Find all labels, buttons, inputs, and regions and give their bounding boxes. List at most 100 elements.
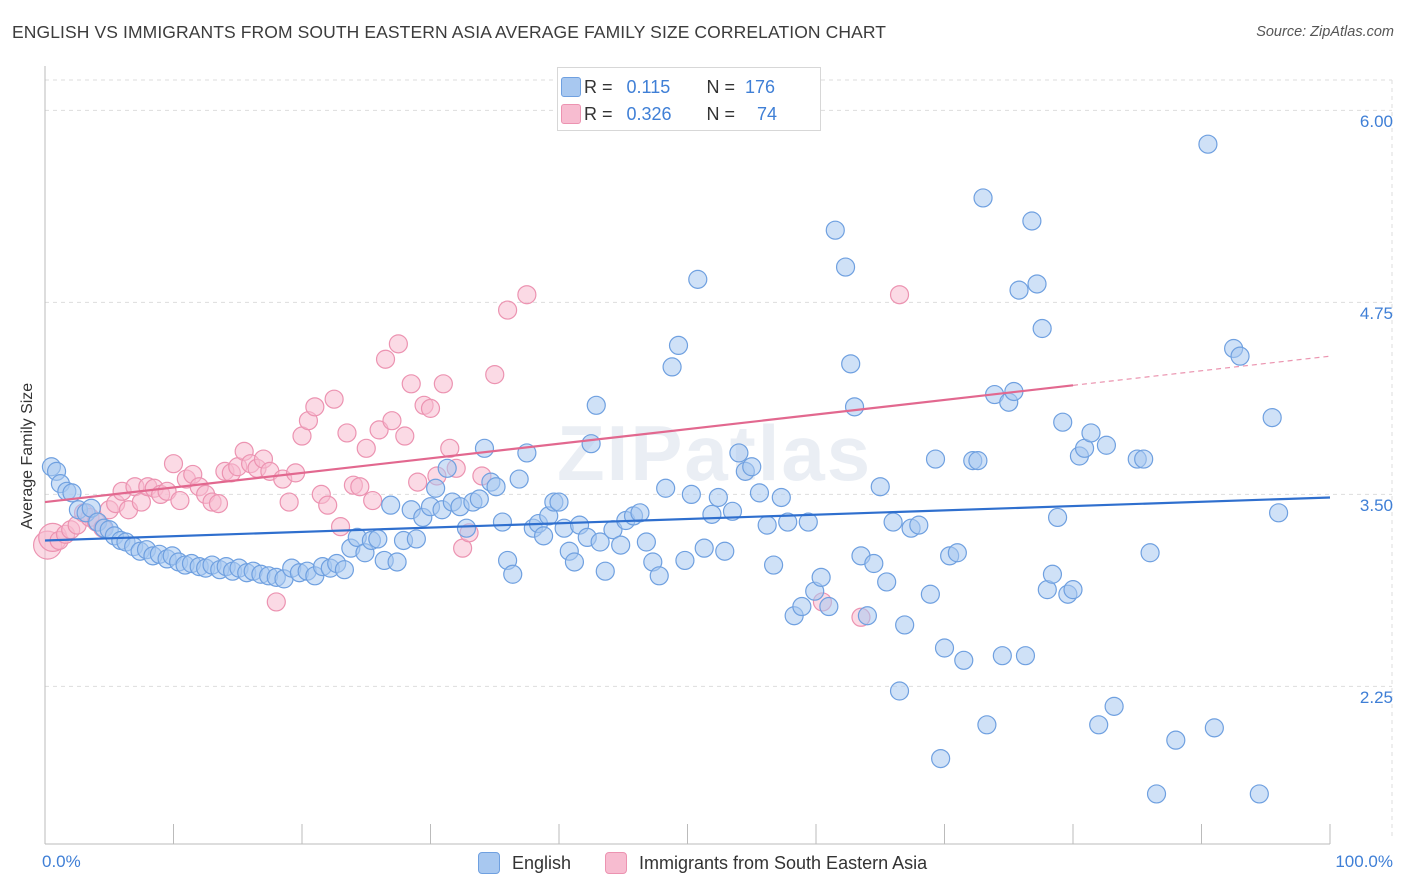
english-point [825,220,845,240]
r-value: 0.115 [626,76,671,97]
english-point [715,541,735,561]
english-point [656,478,676,498]
english-point [1027,274,1047,294]
english-point [611,535,631,555]
english-point [1096,435,1117,455]
legend-label-english: English [512,852,572,873]
english-point [1198,134,1218,154]
english-point [1063,580,1083,600]
english-point [977,715,997,735]
english-point [1047,507,1068,528]
english-point [586,395,606,415]
english-point [694,538,714,558]
stats-legend: R = 0.115 N = 176 R = 0.326 N = 74 [557,67,821,131]
chart-title: ENGLISH VS IMMIGRANTS FROM SOUTH EASTERN… [12,22,887,42]
immigrant-point [408,472,428,492]
axes [44,66,1331,845]
english-point [581,434,601,454]
english-point [1262,408,1282,428]
english-point [474,438,495,458]
english-point [649,566,669,586]
english-point [492,512,513,532]
immigrant-point [388,334,408,354]
watermark: ZIPatlas [557,409,873,497]
english-point [334,560,355,580]
english-points [41,134,1289,804]
english-point [722,501,743,521]
immigrant-swatch [561,104,581,124]
english-point [931,748,951,769]
english-point [590,532,610,552]
english-point [1009,280,1029,300]
english-point [841,354,861,374]
stats-row-immigrants: R = 0.326 N = 74 [561,101,777,127]
immigrant-point [266,592,286,612]
english-point [883,512,903,532]
english-point [792,596,812,617]
immigrant-point [324,389,344,409]
english-point [503,564,523,584]
english-point [1204,718,1224,738]
english-point [895,615,915,635]
source-label: Source: ZipAtlas.com [1256,24,1394,40]
english-point [947,543,967,563]
english-point [920,584,940,604]
english-point [889,681,910,701]
immigrant-point [889,285,910,305]
english-point [675,550,695,571]
english-point [763,555,784,575]
r-value: 0.326 [626,103,672,124]
english-point [426,478,446,498]
english-point [1032,318,1052,339]
english-point [1022,211,1042,231]
english-point [456,518,477,538]
english-point [1104,696,1124,716]
english-point [973,188,993,208]
english-point [381,495,401,515]
english-point [757,515,777,535]
english-point [437,458,457,478]
immigrant-swatch [605,852,627,874]
immigrant-point [337,423,357,443]
english-point [870,477,890,497]
english-point [681,484,701,504]
english-point [778,512,798,532]
r-label: R = [584,76,613,97]
immigrant-point [433,374,453,394]
legend-item-immigrants[interactable]: Immigrants from South Eastern Asia [605,852,927,874]
immigrant-point [318,495,338,515]
english-point [968,451,988,471]
immigrant-point [356,438,376,458]
y-tick-label: 6.00 [1359,112,1393,132]
stats-row-english: R = 0.115 N = 176 [561,74,775,100]
english-point [1146,784,1167,804]
immigrant-point [279,492,299,512]
y-axis-label: Average Family Size [19,382,36,530]
english-point [702,504,722,524]
english-point [844,397,865,417]
y-tick-label: 4.75 [1359,304,1393,324]
english-point [835,257,856,277]
english-point [729,443,749,463]
r-label: R = [584,103,613,124]
immigrant-point [498,300,518,320]
english-point [469,489,489,509]
immigrant-point [440,438,460,458]
immigrant-point [420,398,441,418]
english-point [636,532,656,552]
immigrant-point [485,364,505,385]
english-point [406,529,426,549]
english-point [1081,423,1101,443]
english-point [533,526,554,546]
english-point [749,483,770,503]
english-point [811,567,831,587]
immigrant-point [350,477,370,497]
english-point [954,650,974,670]
english-swatch [478,852,500,874]
english-point [1249,784,1269,804]
english-point [564,552,585,572]
legend-item-english[interactable]: English [478,852,571,874]
english-point [1015,646,1036,666]
english-point [1140,543,1160,563]
